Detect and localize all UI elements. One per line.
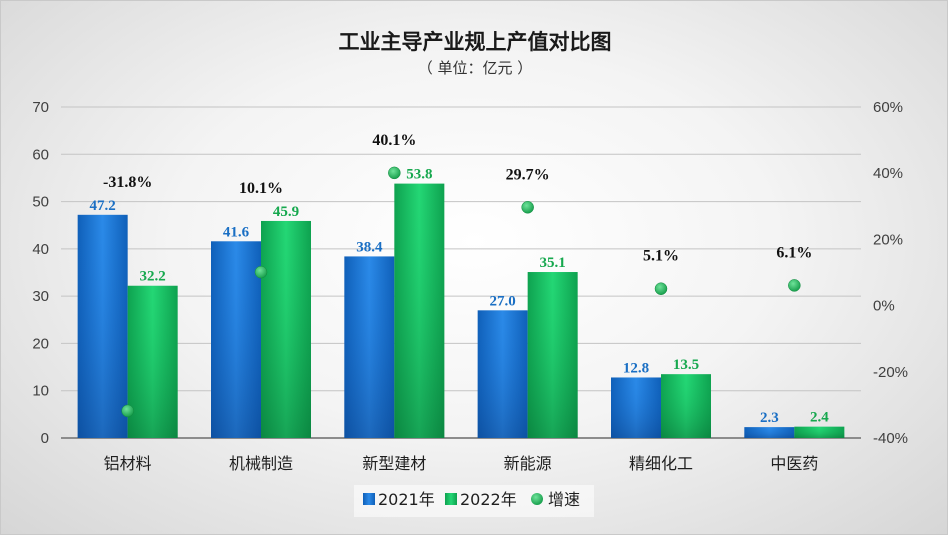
y-left-tick-label: 20 xyxy=(32,335,49,352)
legend-box xyxy=(354,485,594,517)
value-label-2021: 2.3 xyxy=(760,410,779,426)
growth-point xyxy=(788,279,801,292)
bar-2022-shade xyxy=(394,183,445,438)
legend-swatch-2022 xyxy=(445,493,457,505)
value-label-2022: 35.1 xyxy=(540,255,566,271)
category-label: 精细化工 xyxy=(629,454,693,473)
y-left-tick-label: 60 xyxy=(32,146,49,163)
value-label-2021: 38.4 xyxy=(356,239,383,255)
bar-2022-shade xyxy=(794,426,845,438)
bar-2022-shade xyxy=(127,285,178,438)
growth-label: -31.8% xyxy=(103,174,152,191)
growth-label: 29.7% xyxy=(506,166,550,183)
bar-2022-shade xyxy=(261,220,311,438)
bar-2021-shade xyxy=(211,241,261,438)
bar-2021-shade xyxy=(477,310,528,438)
x-axis-categories: 铝材料 机械制造 新型建材 新能源 精细化工 中医药 xyxy=(104,454,819,473)
chart-subtitle: （ 单位：亿元 ） xyxy=(418,59,533,77)
value-label-2022: 53.8 xyxy=(406,167,432,183)
legend-swatch-2021 xyxy=(363,493,375,505)
bar-2021-shade xyxy=(344,256,395,438)
bar-2022-shade xyxy=(661,374,711,438)
growth-label: 10.1% xyxy=(239,180,283,197)
growth-points xyxy=(121,166,801,418)
growth-label: 5.1% xyxy=(643,248,679,265)
y-axis-right: -40% -20% 0% 20% 40% 60% xyxy=(873,99,908,447)
value-label-2021: 27.0 xyxy=(490,293,516,309)
value-label-2022: 2.4 xyxy=(810,410,829,426)
y-right-tick-label: -20% xyxy=(873,364,908,381)
growth-point xyxy=(521,201,534,214)
growth-point xyxy=(121,404,134,418)
growth-point xyxy=(388,166,401,180)
growth-point xyxy=(654,282,668,295)
y-left-tick-label: 30 xyxy=(32,288,49,305)
bars xyxy=(77,183,845,438)
bar-2021-shade xyxy=(77,214,128,438)
value-label-2022: 45.9 xyxy=(273,204,299,220)
y-left-tick-label: 70 xyxy=(32,99,49,116)
growth-label: 40.1% xyxy=(372,132,416,149)
value-label-2022: 13.5 xyxy=(673,357,699,373)
y-right-tick-label: -40% xyxy=(873,430,908,447)
value-label-2021: 47.2 xyxy=(90,198,116,214)
y-right-tick-label: 20% xyxy=(873,231,903,248)
bar-2021-shade xyxy=(611,377,661,438)
y-right-tick-label: 0% xyxy=(873,298,895,315)
value-label-2022: 32.2 xyxy=(140,269,166,285)
data-labels: 47.2 32.2 -31.8% 41.6 45.9 10.1% 38.4 53.8 40.1%… xyxy=(90,132,830,426)
value-label-2021: 41.6 xyxy=(223,224,250,240)
legend-label-growth: 增速 xyxy=(548,490,580,509)
category-label: 机械制造 xyxy=(229,454,293,473)
gridlines xyxy=(61,106,861,439)
category-label: 中医药 xyxy=(770,454,818,473)
y-left-tick-label: 10 xyxy=(32,383,49,400)
legend: 2021年 2022年 增速 xyxy=(354,485,594,517)
y-left-tick-label: 40 xyxy=(32,241,49,258)
y-right-tick-label: 40% xyxy=(873,165,903,182)
chart-title: 工业主导产业规上产值对比图 xyxy=(339,29,612,54)
category-label: 新能源 xyxy=(504,454,552,473)
category-label: 铝材料 xyxy=(104,454,152,473)
legend-label-2021: 2021年 xyxy=(378,490,435,509)
y-axis-left: 0 10 20 30 40 50 60 70 xyxy=(32,99,49,447)
growth-label: 6.1% xyxy=(776,244,812,261)
legend-label-2022: 2022年 xyxy=(460,490,517,509)
y-left-tick-label: 0 xyxy=(41,430,49,447)
y-left-tick-label: 50 xyxy=(32,194,49,211)
bar-2022-shade xyxy=(527,272,578,438)
value-label-2021: 12.8 xyxy=(623,360,649,376)
bar-2021-shade xyxy=(744,427,795,438)
y-right-tick-label: 60% xyxy=(873,99,903,116)
growth-point xyxy=(254,265,268,279)
category-label: 新型建材 xyxy=(362,454,426,473)
legend-marker-growth xyxy=(531,493,543,505)
